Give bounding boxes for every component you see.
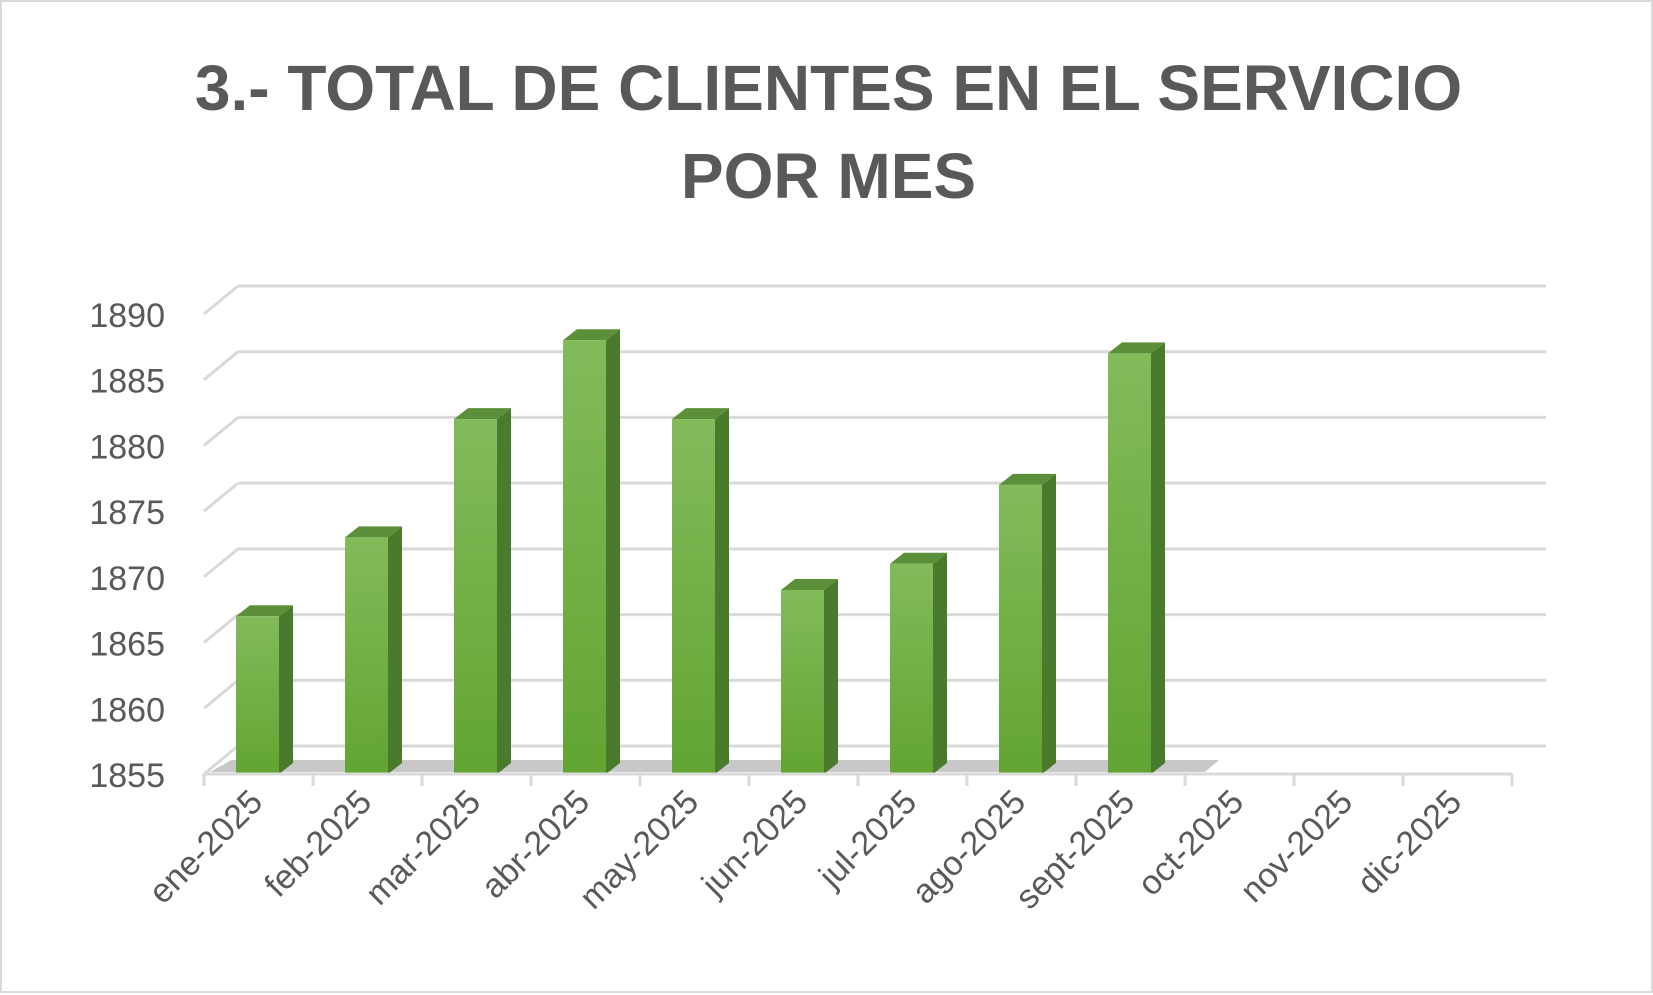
y-tick-label-1875: 1875 — [89, 494, 165, 532]
y-tick-label-1890: 1890 — [89, 297, 165, 335]
bar-sept-2025 — [1108, 342, 1165, 774]
x-tick-label-may-2025: may-2025 — [572, 783, 706, 917]
y-axis-tick-labels: 1855 1860 1865 1870 1875 1880 1885 1890 — [89, 297, 165, 795]
gridline-1880 — [203, 415, 1546, 447]
chart-title: 3.- TOTAL DE CLIENTES EN EL SERVICIO POR… — [2, 44, 1653, 220]
y-tick-label-1855: 1855 — [89, 757, 165, 795]
x-tick-label-ene-2025: ene-2025 — [142, 783, 270, 911]
gridline-1875 — [203, 481, 1546, 513]
x-axis — [202, 772, 1514, 786]
y-tick-label-1860: 1860 — [89, 691, 165, 729]
x-tick-label-dic-2025: dic-2025 — [1350, 783, 1469, 902]
x-tick-label-jun-2025: jun-2025 — [694, 783, 815, 904]
gridlines — [203, 284, 1546, 776]
y-tick-label-1885: 1885 — [89, 363, 165, 401]
gridline-1890 — [203, 284, 1546, 316]
y-tick-label-1870: 1870 — [89, 560, 165, 598]
bars — [236, 329, 1165, 774]
x-tick-label-mar-2025: mar-2025 — [358, 783, 488, 913]
bar-abr-2025 — [563, 329, 620, 774]
bar-may-2025 — [672, 408, 729, 774]
bar-mar-2025 — [454, 408, 511, 774]
x-tick-label-jul-2025: jul-2025 — [811, 783, 924, 896]
y-tick-label-1865: 1865 — [89, 626, 165, 664]
bar-feb-2025 — [345, 526, 402, 774]
gridline-1865 — [203, 613, 1546, 644]
x-tick-label-oct-2025: oct-2025 — [1131, 783, 1251, 903]
y-tick-label-1880: 1880 — [89, 428, 165, 466]
gridline-1870 — [203, 547, 1546, 579]
x-tick-label-nov-2025: nov-2025 — [1233, 783, 1360, 910]
chart-title-line-2: POR MES — [680, 140, 977, 212]
gridline-1885 — [203, 350, 1546, 381]
gridline-1860 — [203, 678, 1546, 710]
x-tick-label-sept-2025: sept-2025 — [1008, 783, 1142, 917]
bar-jun-2025 — [781, 579, 838, 774]
chart-title-line-1: 3.- TOTAL DE CLIENTES EN EL SERVICIO — [194, 52, 1463, 124]
bar-ago-2025 — [999, 473, 1056, 774]
x-axis-tick-labels: ene-2025feb-2025mar-2025abr-2025may-2025… — [142, 783, 1469, 917]
bar-jul-2025 — [890, 552, 947, 774]
bar-ene-2025 — [236, 605, 293, 774]
